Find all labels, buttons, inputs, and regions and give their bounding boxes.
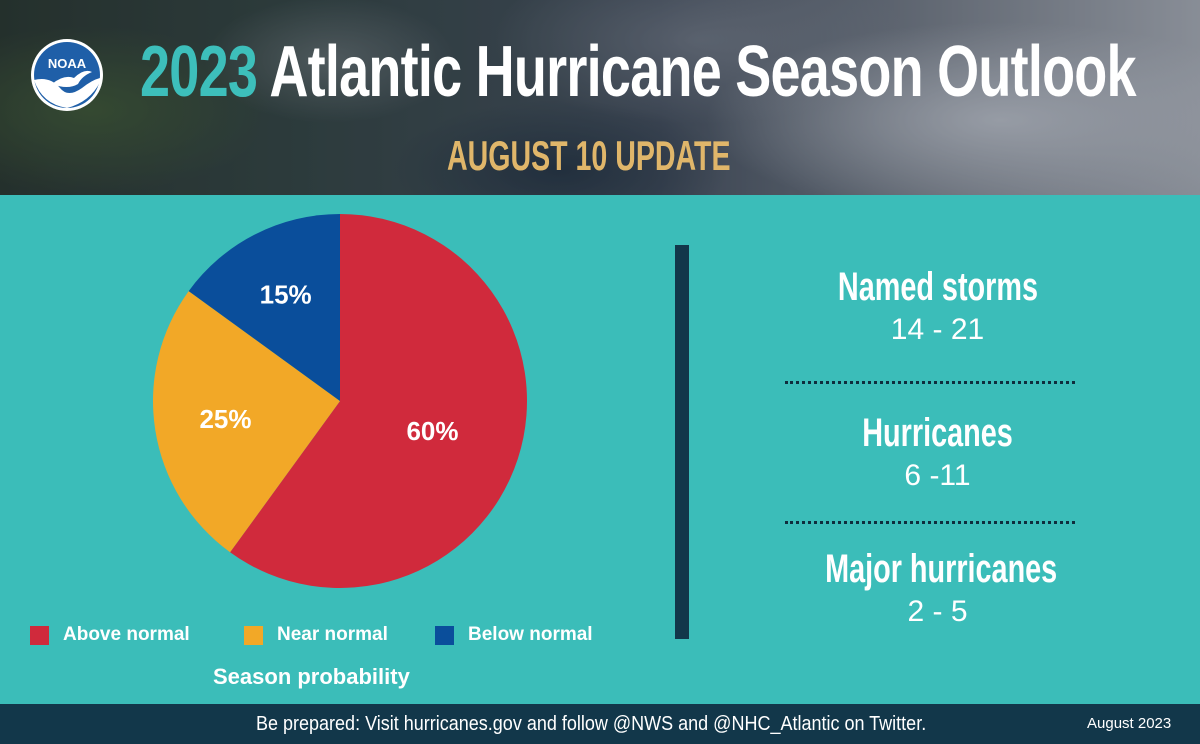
stat-label: Named storms — [837, 265, 1038, 309]
vertical-divider — [675, 245, 689, 639]
pie-chart: 60% 25% 15% — [153, 214, 527, 588]
footer-date: August 2023 — [1087, 715, 1172, 732]
noaa-logo-text: NOAA — [48, 56, 87, 71]
footer-text: Be prepared: Visit hurricanes.gov and fo… — [256, 713, 927, 735]
pie-label-below-normal: 15% — [260, 279, 312, 309]
pie-slice-below-normal — [188, 214, 340, 401]
stat-major-hurricanes: Major hurricanes 2 - 5 — [780, 544, 1095, 630]
page-subtitle: AUGUST 10 UPDATE — [447, 132, 731, 179]
pie-slice-near-normal — [153, 291, 340, 553]
dotted-separator — [785, 381, 1075, 384]
legend-label: Below normal — [468, 624, 593, 645]
page-title: 2023 Atlantic Hurricane Season Outlook — [140, 24, 1137, 120]
legend-swatch-orange — [244, 625, 263, 645]
pie-label-above-normal: 60% — [406, 416, 458, 446]
legend-item-above-normal: Above normal — [30, 622, 190, 648]
noaa-logo: NOAA — [31, 39, 103, 111]
stat-hurricanes: Hurricanes 6 -11 — [780, 408, 1095, 494]
chart-title: Season probability — [213, 664, 410, 689]
footer-bar: Be prepared: Visit hurricanes.gov and fo… — [0, 704, 1200, 744]
legend-label: Above normal — [63, 624, 190, 645]
stat-value: 6 -11 — [904, 459, 971, 492]
stat-label: Hurricanes — [862, 411, 1013, 455]
legend-item-near-normal: Near normal — [244, 622, 388, 648]
title-year: 2023 — [140, 32, 258, 112]
pie-label-near-normal: 25% — [199, 404, 251, 434]
header-banner: NOAA 2023 Atlantic Hurricane Season Outl… — [0, 0, 1200, 195]
chart-legend: Above normal Near normal Below normal — [30, 622, 630, 648]
legend-swatch-red — [30, 625, 49, 645]
stat-label: Major hurricanes — [825, 547, 1058, 591]
stat-value: 14 - 21 — [890, 313, 985, 346]
legend-label: Near normal — [277, 624, 388, 645]
legend-swatch-blue — [435, 625, 454, 645]
stat-named-storms: Named storms 14 - 21 — [780, 262, 1095, 348]
legend-item-below-normal: Below normal — [435, 622, 593, 648]
dotted-separator — [785, 521, 1075, 524]
stat-value: 2 - 5 — [907, 595, 968, 628]
title-text: Atlantic Hurricane Season Outlook — [269, 32, 1136, 112]
pie-slice-above-normal — [230, 214, 527, 588]
